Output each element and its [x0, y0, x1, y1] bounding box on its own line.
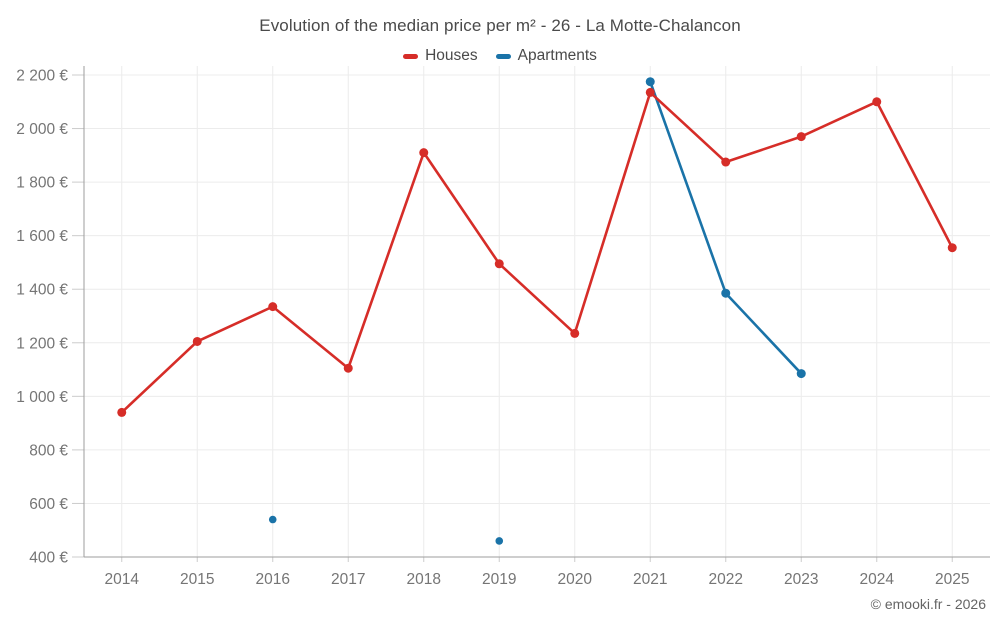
legend-label-houses: Houses	[425, 47, 478, 64]
legend-label-apartments: Apartments	[517, 47, 597, 64]
y-tick-label: 600 €	[29, 496, 68, 513]
x-tick-label: 2018	[407, 571, 441, 588]
houses-point-2016[interactable]	[268, 302, 278, 312]
y-tick-label: 1 800 €	[16, 175, 68, 192]
houses-point-2023[interactable]	[796, 132, 806, 142]
x-tick-label: 2020	[558, 571, 593, 588]
legend-item-houses: Houses	[403, 47, 478, 65]
chart-title: Evolution of the median price per m² - 2…	[259, 16, 741, 35]
y-tick-label: 400 €	[29, 550, 68, 567]
chart-legend: Houses Apartments	[0, 46, 1000, 66]
houses-point-2015[interactable]	[192, 336, 202, 346]
y-tick-label: 800 €	[29, 442, 68, 459]
apartments-point-2023[interactable]	[796, 369, 806, 379]
x-tick-label: 2022	[709, 571, 743, 588]
apartments-point-2019[interactable]	[495, 537, 504, 545]
x-tick-label: 2021	[633, 571, 667, 588]
y-tick-label: 1 000 €	[16, 389, 68, 406]
x-tick-label: 2019	[482, 571, 516, 588]
x-tick-label: 2024	[860, 571, 895, 588]
apartments-series-swatch	[495, 53, 511, 59]
y-tick-label: 1 200 €	[16, 335, 68, 352]
houses-point-2014[interactable]	[117, 407, 127, 417]
x-tick-label: 2015	[180, 571, 214, 588]
apartments-point-2022[interactable]	[721, 288, 731, 298]
x-tick-label: 2014	[105, 571, 140, 588]
x-tick-label: 2017	[331, 571, 365, 588]
x-tick-label: 2016	[256, 571, 290, 588]
x-tick-label: 2025	[935, 571, 969, 588]
houses-point-2021[interactable]	[645, 87, 655, 97]
legend-item-apartments: Apartments	[495, 47, 597, 65]
houses-point-2024[interactable]	[872, 97, 882, 107]
houses-point-2020[interactable]	[570, 328, 580, 338]
houses-point-2017[interactable]	[343, 363, 353, 373]
x-tick-label: 2023	[784, 571, 818, 588]
houses-series-swatch	[403, 53, 419, 59]
copyright-credit: © emooki.fr - 2026	[870, 596, 986, 612]
y-tick-label: 1 600 €	[16, 228, 68, 245]
y-tick-label: 2 000 €	[16, 121, 68, 138]
houses-point-2018[interactable]	[419, 148, 429, 158]
houses-line	[120, 91, 954, 414]
apartments-point-2021[interactable]	[645, 77, 655, 87]
houses-point-2019[interactable]	[494, 259, 504, 269]
houses-point-2022[interactable]	[721, 157, 731, 167]
apartments-point-2016[interactable]	[268, 515, 277, 524]
y-tick-label: 2 200 €	[16, 68, 68, 85]
houses-point-2025[interactable]	[947, 243, 957, 253]
y-tick-label: 1 400 €	[16, 282, 68, 299]
